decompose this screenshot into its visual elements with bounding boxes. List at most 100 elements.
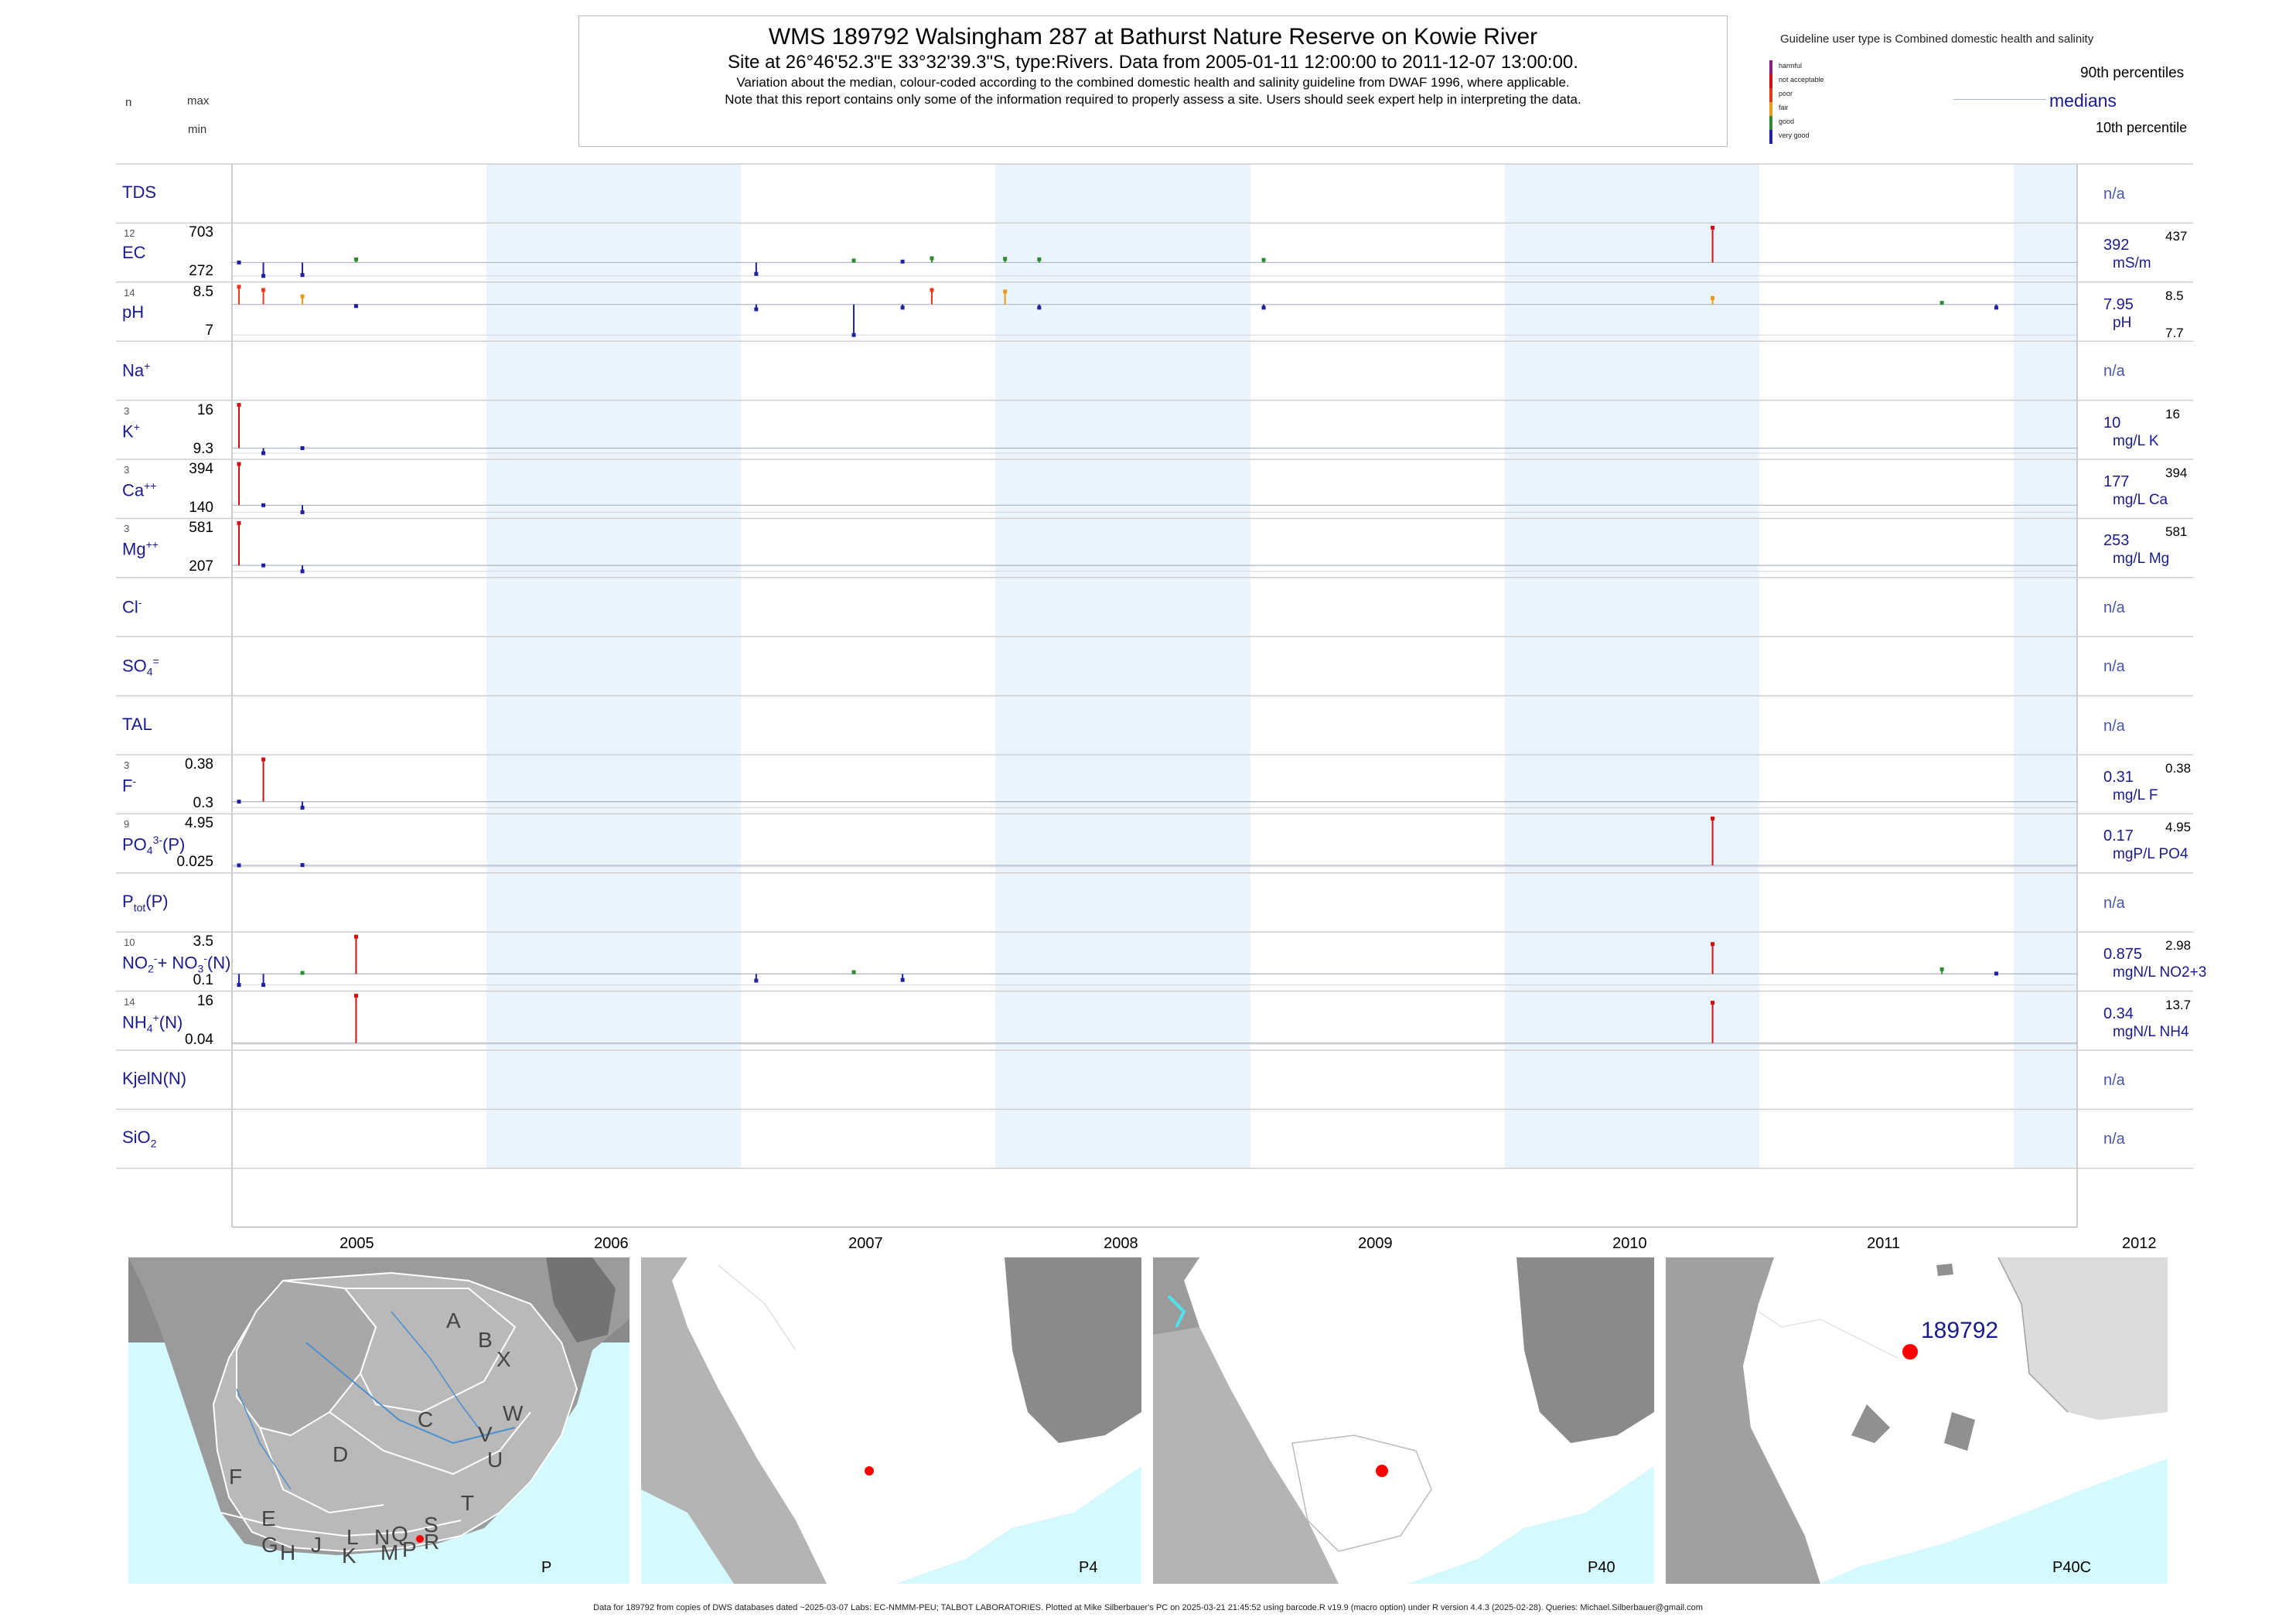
row-label-mg: Mg++ [122,538,159,559]
col-n-header: n [125,96,132,109]
sample-point [300,971,305,975]
sample-point [300,863,305,868]
drainage-region-letter: V [478,1422,493,1446]
site-marker [1376,1465,1388,1477]
row-min-nh4: 0.04 [185,1031,213,1048]
row-unit-mg: mg/L Mg [2113,551,2170,568]
site-id-label: 189792 [1921,1318,1999,1343]
x-tick-label: 2012 [2122,1234,2157,1252]
year-shade [2013,164,2077,1169]
sample-point [1711,295,1715,300]
row-na-kjel: n/a [2103,1072,2125,1089]
x-tick-label: 2005 [339,1234,374,1252]
row-p90-f: 0.38 [2165,761,2192,776]
row-p90-no23: 2.98 [2165,938,2192,954]
row-n-nh4: 14 [124,995,135,1008]
x-tick-label: 2008 [1104,1234,1138,1252]
legend-class-label: very good [1779,131,1810,139]
legend-class-swatch [1769,88,1772,102]
sample-point [237,285,241,289]
sample-point [353,934,358,939]
row-max-f: 0.38 [185,756,213,773]
row-na-tds: n/a [2103,186,2125,203]
row-unit-k: mg/L K [2113,432,2159,449]
drainage-region-letter: F [229,1465,243,1489]
row-n-po4: 9 [124,818,130,831]
guideline-text: Guideline user type is Combined domestic… [1780,32,2094,46]
row-p90-ph: 8.5 [2165,288,2184,303]
sample-point [1711,816,1715,821]
site-marker [416,1535,424,1543]
sample-point [1711,225,1715,230]
row-label-kjel: KjelN(N) [122,1069,187,1088]
row-na-cl: n/a [2103,599,2125,616]
sample-point [900,977,905,982]
sample-point [261,757,266,762]
sample-point [1037,257,1042,261]
row-n-mg: 3 [124,523,130,535]
row-label-ec: EC [122,243,146,263]
legend-median-line [1953,99,2046,100]
sample-point [754,271,759,276]
drainage-region-letter: E [261,1506,276,1530]
row-n-ca: 3 [124,464,130,476]
legend-class-label: fair [1779,104,1789,111]
sample-point [1037,305,1042,310]
drainage-region-letter: P [402,1537,417,1561]
year-shade [486,164,742,1169]
row-unit-ec: mS/m [2113,255,2151,272]
x-tick-label: 2009 [1358,1234,1393,1252]
sample-point [353,994,358,998]
drainage-region-letter: M [380,1540,399,1564]
sample-point [353,257,358,261]
legend-class-swatch [1769,60,1772,74]
map-panel-p40: P40 [1153,1257,1654,1584]
legend-class-label: not acceptable [1779,76,1824,84]
legend-class-swatch [1769,102,1772,116]
sample-point [1261,258,1266,262]
row-label-nh4: NH4+(N) [122,1011,183,1035]
sample-point [1939,967,1944,971]
sample-point [754,307,759,312]
note-1: Variation about the median, colour-coded… [736,75,1570,90]
drainage-region-letter: T [461,1491,475,1515]
row-p90-ca: 394 [2165,466,2188,480]
sample-point [1711,1001,1715,1005]
row-label-ptot: Ptot(P) [122,891,169,914]
row-n-k: 3 [124,404,130,417]
row-min-mg: 207 [189,558,213,575]
drainage-region-letter: K [342,1544,357,1568]
row-max-po4: 4.95 [185,815,213,832]
row-label-ca: Ca++ [122,479,157,500]
year-shade [1504,164,1759,1169]
x-tick-label: 2011 [1867,1234,1901,1252]
row-min-k: 9.3 [193,440,213,457]
sample-point [300,510,305,514]
row-max-nh4: 16 [196,992,213,1009]
sample-point [851,333,856,337]
sample-point [1003,289,1008,294]
row-min-ca: 140 [189,500,213,516]
sample-point [1003,257,1008,261]
strip-chart [116,163,2193,1228]
sample-point [237,983,241,988]
row-unit-no23: mgN/L NO2+3 [2113,964,2207,981]
sample-point [237,462,241,466]
row-p90-ec: 437 [2165,229,2188,244]
row-label-sio2: SiO2 [122,1128,157,1150]
legend-class-label: harmful [1779,62,1803,70]
map-p40c [1666,1257,2168,1584]
drainage-region-letter: H [280,1540,296,1564]
row-label-po4: PO43-(P) [122,834,186,858]
row-unit-ph: pH [2113,314,2132,331]
row-median-no23: 0.875 [2103,946,2143,964]
row-min-ec: 272 [189,263,213,280]
row-na-ptot: n/a [2103,894,2125,912]
sample-point [237,260,241,264]
row-p90-k: 16 [2165,406,2180,421]
map-label-p4: P4 [1079,1559,1098,1576]
sample-point [930,288,934,292]
x-tick-label: 2007 [848,1234,883,1252]
legend-medians: medians [2049,90,2117,111]
sample-point [1994,305,1998,310]
